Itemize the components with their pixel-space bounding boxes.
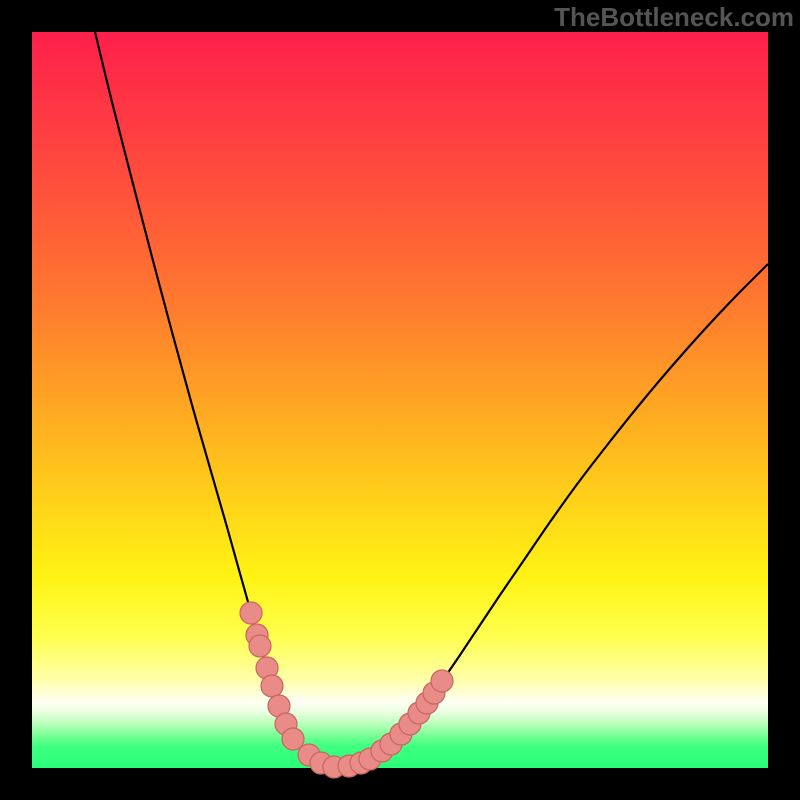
data-dot [240,602,262,624]
chart-container: TheBottleneck.com [0,0,800,800]
plot-background [32,32,768,768]
data-dot [431,670,453,692]
data-dot [249,635,271,657]
data-dot [261,675,283,697]
data-dot [282,728,304,750]
watermark-text: TheBottleneck.com [554,2,794,33]
chart-svg [0,0,800,800]
